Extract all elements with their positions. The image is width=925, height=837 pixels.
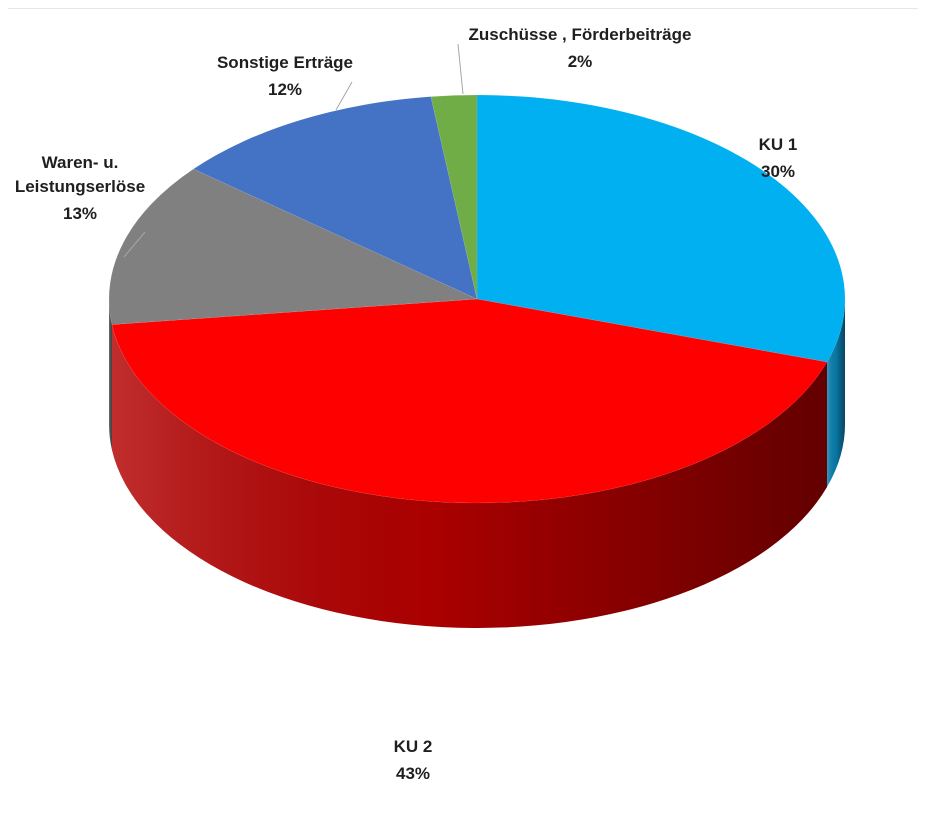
- side-waren-u-leistungserl-se-shade: [109, 299, 112, 450]
- slice-waren-u-leistungserl-se: [108, 168, 478, 325]
- data-label-sonstige-ertr-ge: Sonstige Erträge 12%: [217, 53, 353, 99]
- pie-sides: [109, 299, 845, 629]
- data-labels: KU 1 30% KU 2 43% Waren- u. Leistungserlöse 13…: [15, 25, 798, 783]
- data-label-name: Zuschüsse , Förderbeiträge: [469, 25, 692, 44]
- data-label-percent: 13%: [63, 204, 97, 223]
- data-label-percent: 2%: [568, 52, 593, 71]
- data-label-name: Waren- u.: [42, 153, 119, 172]
- data-label-ku-1: KU 1 30%: [759, 135, 798, 181]
- leader-line-sonstige-ertr-ge: [335, 81, 353, 111]
- slice-sonstige-ertr-ge: [192, 96, 478, 300]
- leader-line-zusch-sse-f-rderbeitr-ge: [457, 43, 464, 95]
- side-ku-1-shade: [826, 299, 845, 488]
- data-label-name: Leistungserlöse: [15, 177, 145, 196]
- leader-lines: [123, 43, 464, 258]
- slice-zusch-sse-f-rderbeitr-ge: [430, 94, 478, 300]
- slice-ku-2: [111, 298, 828, 504]
- data-label-percent: 30%: [761, 162, 795, 181]
- leader-line-waren-u-leistungserl-se: [123, 231, 146, 258]
- top-divider: [8, 8, 918, 9]
- data-label-zusch-sse-f-rderbeitr-ge: Zuschüsse , Förderbeiträge 2%: [469, 25, 692, 71]
- slice-ku-1: [476, 94, 846, 363]
- data-label-percent: 12%: [268, 80, 302, 99]
- data-label-name: KU 1: [759, 135, 798, 154]
- data-label-name: KU 2: [394, 737, 433, 756]
- side-ku-2-shade: [111, 324, 827, 629]
- data-label-percent: 43%: [396, 764, 430, 783]
- pie-slices: [108, 94, 846, 504]
- data-label-name: Sonstige Erträge: [217, 53, 353, 72]
- data-label-ku-2: KU 2 43%: [394, 737, 433, 783]
- data-label-waren-u-leistungserl-se: Waren- u. Leistungserlöse 13%: [15, 153, 145, 223]
